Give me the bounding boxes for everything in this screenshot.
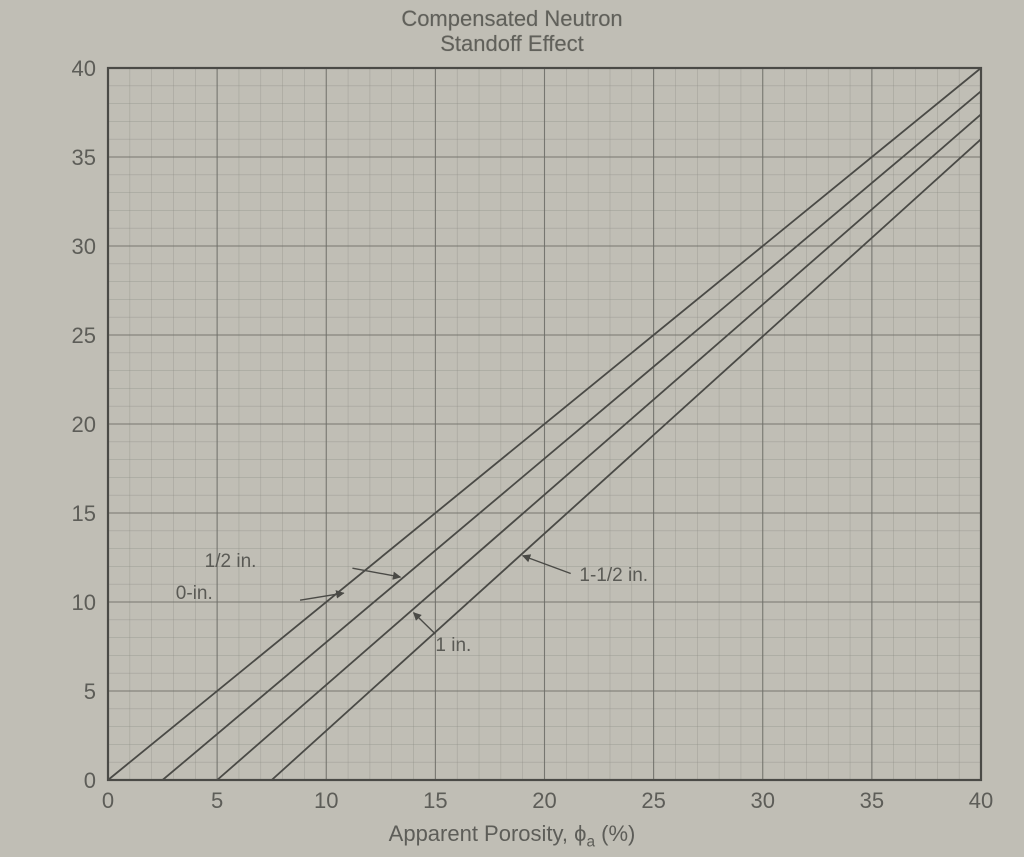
y-tick-label: 0 — [84, 768, 96, 793]
x-tick-label: 30 — [751, 788, 775, 813]
series-label-half-in: 1/2 in. — [205, 551, 257, 573]
x-tick-label: 5 — [211, 788, 223, 813]
x-tick-label: 35 — [860, 788, 884, 813]
y-tick-label: 40 — [72, 56, 96, 81]
x-tick-label: 40 — [969, 788, 993, 813]
x-tick-label: 10 — [314, 788, 338, 813]
y-tick-label: 20 — [72, 412, 96, 437]
x-tick-label: 0 — [102, 788, 114, 813]
chart-container: Compensated Neutron Standoff Effect Corr… — [0, 0, 1024, 857]
plot-svg: 0 5 10 15 20 25 30 35 40 0 5 10 15 20 25 30 35 40 — [0, 0, 1024, 857]
y-tick-label: 15 — [72, 501, 96, 526]
y-tick-label: 25 — [72, 323, 96, 348]
series-label-0-in: 0-in. — [176, 583, 213, 605]
y-tick-label: 5 — [84, 679, 96, 704]
series-label-1.5-in: 1-1/2 in. — [579, 565, 648, 587]
x-tick-label: 15 — [423, 788, 447, 813]
x-tick-label: 20 — [532, 788, 556, 813]
y-tick-label: 10 — [72, 590, 96, 615]
x-tick-label: 25 — [641, 788, 665, 813]
y-tick-label: 30 — [72, 234, 96, 259]
series-label-1-in: 1 in. — [435, 635, 471, 657]
y-tick-label: 35 — [72, 145, 96, 170]
